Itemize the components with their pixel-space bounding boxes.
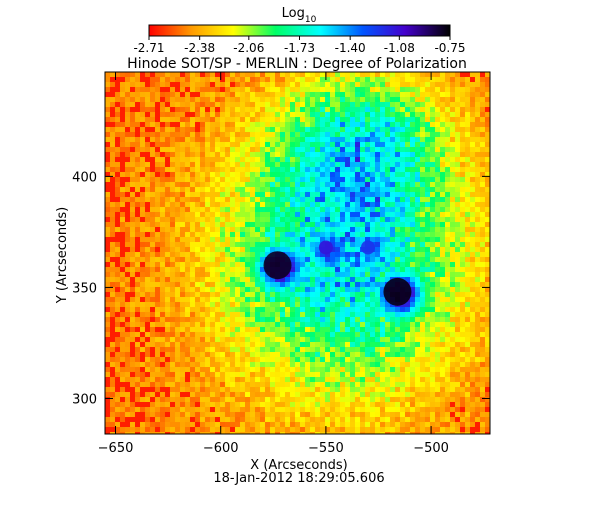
colorbar-tick-label: -2.71 [133,41,164,55]
x-tick-label: −600 [203,441,239,456]
timestamp: 18-Jan-2012 18:29:05.606 [213,471,385,486]
heatmap-image [105,72,490,434]
chart-title: Hinode SOT/SP - MERLIN : Degree of Polar… [127,56,467,72]
sunspot-core [263,251,292,280]
colorbar-tick-label: -2.38 [184,41,215,55]
colorbar-ticks: -2.71 -2.38 -2.06 -1.73 -1.40 -1.08 -0.75 [133,36,466,55]
y-tick-label: 300 [72,392,97,407]
y-tick-label: 400 [72,170,97,185]
sunspot-core [318,240,333,255]
plot-frame [104,71,491,435]
sunspot-core [360,240,375,255]
sunspot-core [383,277,412,306]
x-tick-label: −650 [98,441,134,456]
colorbar-tick-label: -1.08 [384,41,415,55]
colorbar-tick-label: -1.40 [335,41,366,55]
x-tick-label: −500 [413,441,449,456]
colorbar-tick-label: -0.75 [434,41,465,55]
x-axis: −650 −600 −550 −500 [98,72,449,456]
colorbar-label: Log10 [282,6,317,25]
y-tick-label: 350 [72,281,97,296]
x-tick-label: −550 [308,441,344,456]
colorbar-tick-label: -1.73 [284,41,315,55]
colorbar [148,24,451,37]
y-axis: 300 350 400 [72,170,490,407]
colorbar-tick-label: -2.06 [233,41,264,55]
x-axis-label: X (Arcseconds) [250,458,347,473]
y-axis-label: Y (Arcseconds) [55,207,70,304]
